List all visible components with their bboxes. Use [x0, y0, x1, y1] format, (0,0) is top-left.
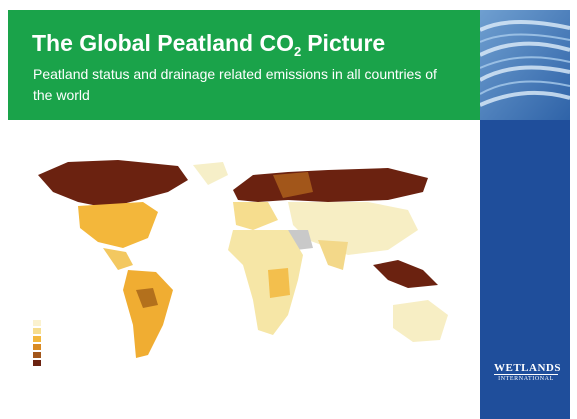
title-subscript: 2 [294, 44, 301, 59]
side-panel: WETLANDS INTERNATIONAL [480, 10, 570, 419]
world-map [8, 130, 473, 380]
logo: WETLANDS INTERNATIONAL [494, 362, 558, 382]
subtitle: Peatland status and drainage related emi… [33, 64, 453, 106]
logo-text: WETLANDS [494, 362, 558, 374]
logo-text: INTERNATIONAL [494, 374, 558, 382]
report-cover: The Global Peatland CO2 Picture Peatland … [0, 0, 577, 419]
title: The Global Peatland CO2 Picture [32, 30, 385, 59]
title-text: The Global Peatland CO [32, 30, 294, 56]
title-text: Picture [307, 30, 385, 56]
header-band: The Global Peatland CO2 Picture Peatland … [8, 10, 480, 120]
water-image [480, 10, 570, 120]
legend [33, 320, 41, 366]
